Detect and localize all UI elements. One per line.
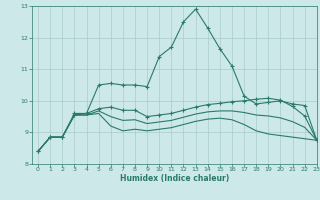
X-axis label: Humidex (Indice chaleur): Humidex (Indice chaleur) [120, 174, 229, 183]
